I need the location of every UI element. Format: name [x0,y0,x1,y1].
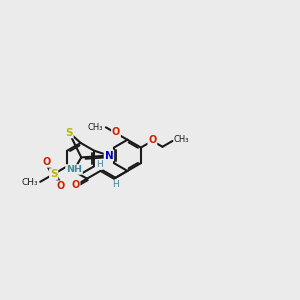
Text: O: O [148,135,157,145]
Text: O: O [43,157,51,167]
Text: O: O [71,180,80,190]
Text: O: O [112,127,120,137]
Text: S: S [65,128,73,137]
Text: H: H [112,180,119,189]
Text: CH₃: CH₃ [88,123,103,132]
Text: O: O [57,181,65,191]
Text: H: H [96,160,102,169]
Text: S: S [50,169,57,179]
Text: CH₃: CH₃ [21,178,38,187]
Text: CH₃: CH₃ [174,135,190,144]
Text: N: N [105,151,113,160]
Text: NH: NH [66,165,82,174]
